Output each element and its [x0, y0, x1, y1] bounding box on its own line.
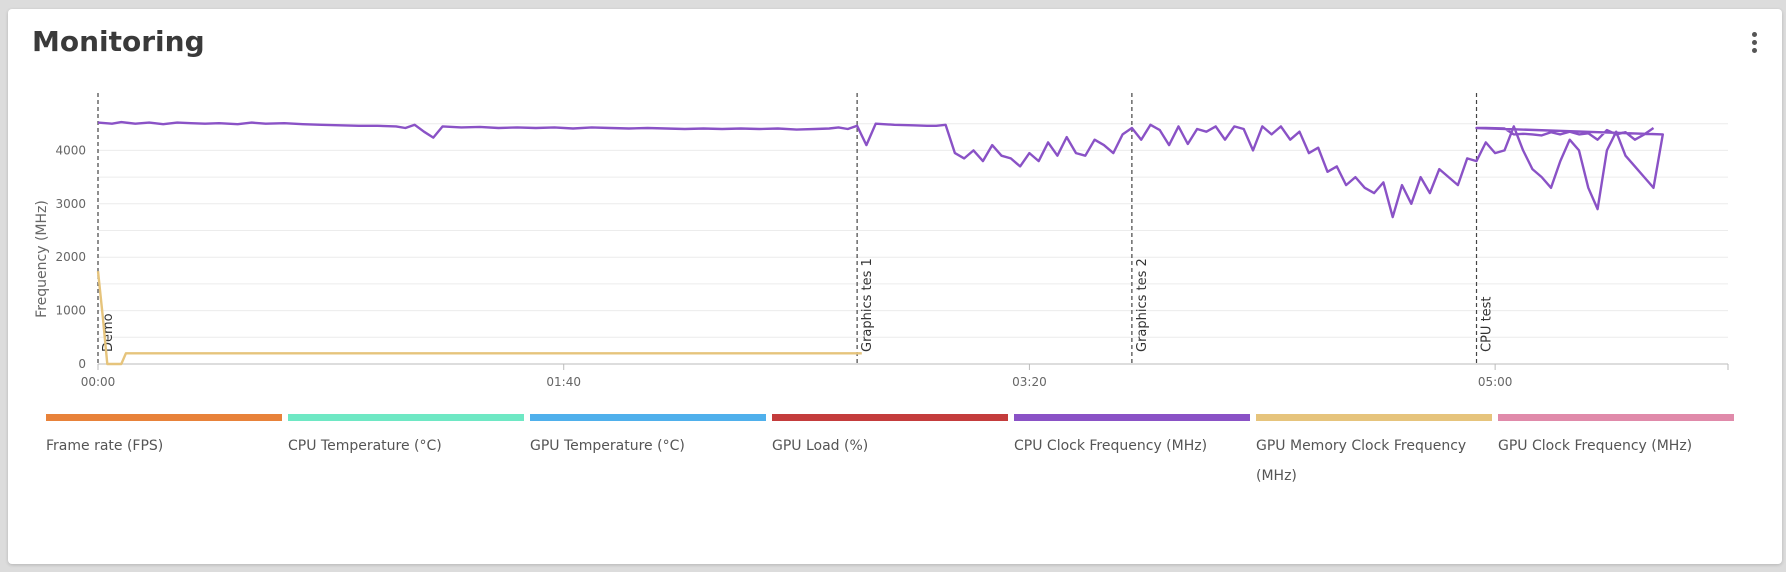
legend-swatch [530, 414, 766, 421]
legend-item[interactable]: GPU Load (%) [772, 414, 1008, 461]
legend-item[interactable]: CPU Temperature (°C) [288, 414, 524, 461]
legend-item[interactable]: GPU Clock Frequency (MHz) [1498, 414, 1734, 461]
x-tick-label: 01:40 [546, 375, 581, 389]
x-tick-label: 00:00 [81, 375, 116, 389]
legend-label: GPU Clock Frequency (MHz) [1498, 438, 1693, 454]
test-marker-label: Graphics tes 1 [860, 258, 875, 352]
chart-grid [98, 123, 1729, 370]
legend-label: CPU Clock Frequency (MHz) [1014, 438, 1208, 454]
menu-dot [1751, 48, 1757, 53]
legend-label: GPU Temperature (°C) [530, 438, 685, 454]
series-line [96, 270, 862, 366]
test-marker-label: Graphics tes 2 [1135, 258, 1150, 352]
legend-swatch [1014, 414, 1250, 421]
legend-label: Frame rate (FPS) [46, 438, 164, 454]
menu-dot [1751, 32, 1757, 37]
legend-item[interactable]: CPU Clock Frequency (MHz) [1014, 414, 1250, 461]
legend-swatch [46, 414, 282, 421]
monitoring-card: Monitoring 0 1000 2000 3000 4000 00:00 01:40 0… [8, 9, 1782, 564]
test-marker-label: CPU test [1480, 296, 1495, 352]
legend-swatch [288, 414, 524, 421]
legend-label: CPU Temperature (°C) [288, 438, 442, 454]
y-tick-label: 2000 [55, 250, 86, 264]
x-tick-label: 05:00 [1478, 375, 1513, 389]
legend-item[interactable]: Frame rate (FPS) [46, 414, 282, 461]
y-tick-label: 0 [78, 357, 86, 371]
series-lines [96, 120, 1664, 366]
y-tick-label: 4000 [55, 143, 86, 157]
legend-swatch [1498, 414, 1734, 421]
legend-item[interactable]: GPU Memory Clock Frequency (MHz) [1256, 414, 1492, 491]
y-tick-label: 3000 [55, 197, 86, 211]
y-tick-label: 1000 [55, 304, 86, 318]
legend-label: GPU Load (%) [772, 438, 869, 454]
more-vertical-icon[interactable] [1744, 29, 1764, 59]
series-line [97, 120, 1664, 219]
legend-swatch [772, 414, 1008, 421]
test-markers: Demo Graphics tes 1 Graphics tes 2 CPU test [97, 93, 1495, 364]
menu-dot [1751, 40, 1757, 45]
legend-swatch [1256, 414, 1492, 421]
x-tick-label: 03:20 [1012, 375, 1047, 389]
page-title: Monitoring [32, 25, 205, 58]
legend-label: GPU Memory Clock Frequency (MHz) [1256, 438, 1467, 484]
y-axis-ticks: 0 1000 2000 3000 4000 [55, 143, 86, 371]
legend-item[interactable]: GPU Temperature (°C) [530, 414, 766, 461]
x-axis-ticks: 00:00 01:40 03:20 05:00 [81, 364, 1513, 389]
y-axis-label: Frequency (MHz) [34, 200, 50, 318]
